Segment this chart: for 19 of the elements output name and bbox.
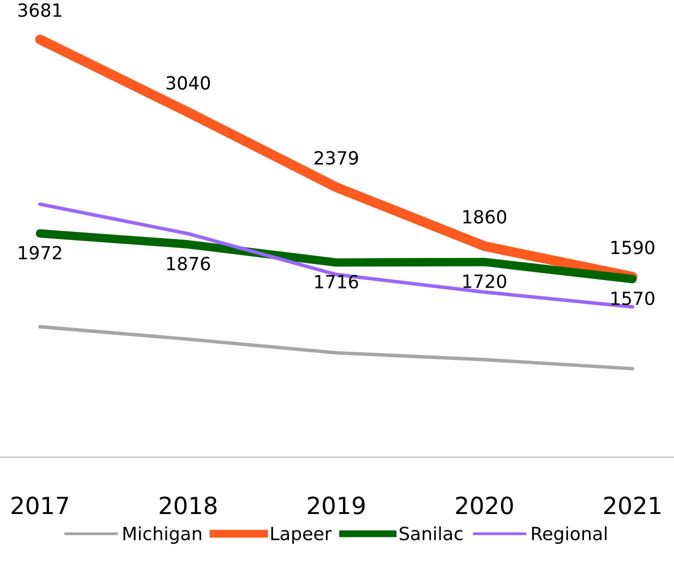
legend-label: Regional [532,526,607,544]
legend-label: Sanilac [400,526,462,540]
data-label: 1716 [315,274,358,289]
x-tick-label: 2021 [604,496,660,514]
legend-label: Michigan [124,526,202,544]
data-label: 1876 [167,256,210,270]
data-label: 1720 [463,274,506,288]
x-tick-label: 2019 [308,496,365,514]
x-tick-label: 2017 [12,496,68,514]
data-label: 2379 [314,151,358,165]
data-label: 1860 [463,210,506,224]
legend-label: Lapeer [271,526,332,544]
x-tick-label: 2018 [160,496,217,514]
data-label: 3681 [18,3,62,17]
data-label: 3040 [166,76,210,90]
data-label: 1972 [19,246,62,260]
data-label: 1590 [612,240,654,254]
x-tick-label: 2020 [456,496,513,514]
data-label: 1570 [612,291,654,306]
